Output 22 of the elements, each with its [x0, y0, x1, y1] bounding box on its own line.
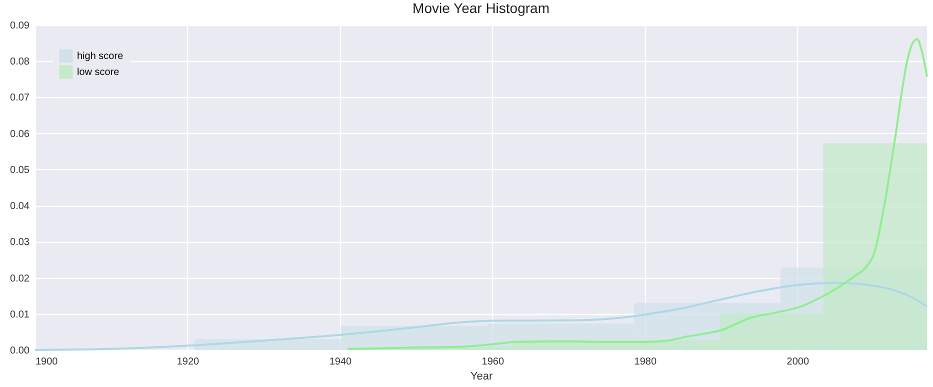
x-tick-label: 1980	[634, 356, 657, 368]
x-tick-label: 1940	[329, 356, 352, 368]
x-tick-label: 2000	[786, 356, 810, 368]
y-tick-label: 0.03	[10, 237, 30, 248]
y-tick-label: 0.06	[10, 128, 30, 140]
line-series	[34, 282, 928, 351]
x-tick-label: 1900	[36, 356, 58, 368]
line-series	[346, 38, 928, 350]
x-tick-label: 1920	[176, 356, 200, 368]
y-tick-label: 0.01	[10, 309, 30, 320]
y-tick-label: 0.09	[10, 20, 30, 32]
legend-label: high score	[77, 51, 124, 62]
y-tick-label: 0.05	[10, 164, 30, 176]
legend-label: low score	[77, 67, 120, 78]
y-tick-label: 0.02	[10, 273, 30, 284]
chart-title: Movie Year Histogram	[412, 0, 550, 16]
y-tick-label: 0.07	[10, 92, 30, 104]
y-tick-label: 0.08	[10, 56, 30, 68]
x-tick-label: 1960	[482, 356, 504, 368]
y-tick-label: 0.00	[10, 346, 30, 356]
x-axis-title: Year	[470, 370, 493, 382]
y-tick-label: 0.04	[10, 201, 30, 212]
